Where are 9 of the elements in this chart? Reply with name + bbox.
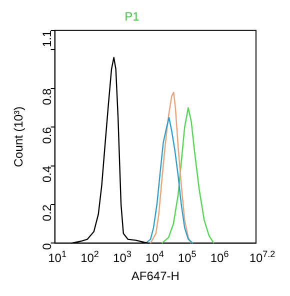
y-tick-label: 1.1 <box>40 30 54 48</box>
y-axis-title: Count (10³) <box>12 106 26 168</box>
x-axis-title: AF647-H <box>131 269 180 284</box>
y-tick-label: 0 <box>40 242 54 250</box>
y-tick-label: 0.4 <box>40 166 54 183</box>
y-tick-label: 0.2 <box>40 204 54 222</box>
chart-title: P1 <box>124 10 140 24</box>
y-tick-label: 0.6 <box>40 126 54 144</box>
y-tick-label: 0.8 <box>40 88 54 106</box>
